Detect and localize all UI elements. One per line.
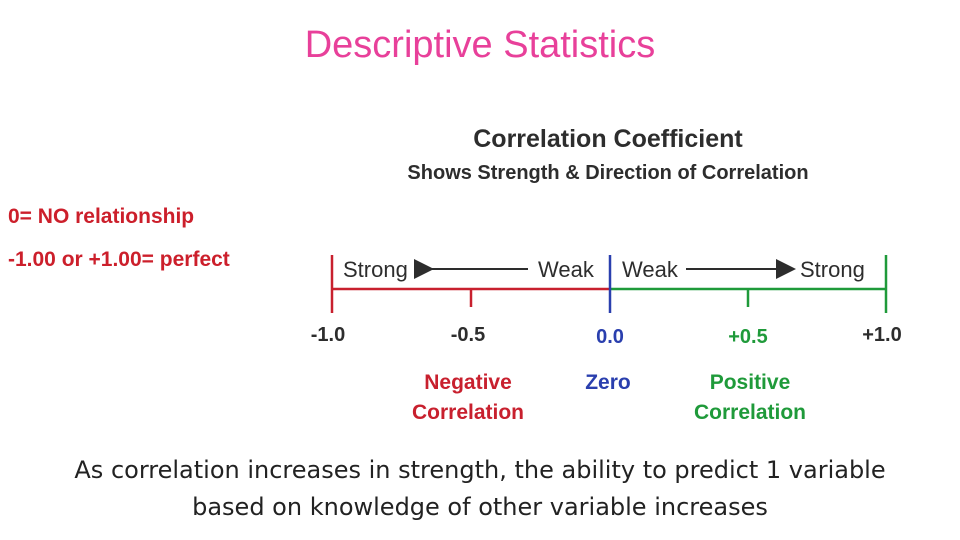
note-perfect-relationship: -1.00 or +1.00= perfect — [8, 248, 230, 271]
tick-label-plus-1: +1.0 — [862, 324, 901, 346]
diagram-subheading: Shows Strength & Direction of Correlatio… — [407, 162, 808, 184]
right-weak-label: Weak — [622, 257, 679, 282]
caption-line-1: As correlation increases in strength, th… — [74, 456, 886, 484]
note-zero-relationship: 0= NO relationship — [8, 205, 195, 228]
left-weak-label: Weak — [538, 257, 595, 282]
positive-correlation-label-line1: Positive — [710, 371, 791, 394]
slide-title: Descriptive Statistics — [304, 24, 656, 66]
positive-correlation-label-line2: Correlation — [694, 401, 806, 424]
correlation-coefficient-diagram: Correlation Coefficient Shows Strength &… — [311, 125, 902, 424]
caption-line-2: based on knowledge of other variable inc… — [192, 493, 768, 521]
diagram-heading: Correlation Coefficient — [473, 125, 743, 153]
right-strong-label: Strong — [800, 257, 865, 282]
tick-label-zero: 0.0 — [596, 326, 624, 348]
negative-correlation-label-line2: Correlation — [412, 401, 524, 424]
tick-label-minus-1: -1.0 — [311, 324, 345, 346]
negative-correlation-label-line1: Negative — [424, 371, 512, 394]
caption: As correlation increases in strength, th… — [0, 452, 960, 526]
tick-label-minus-half: -0.5 — [451, 324, 485, 346]
tick-label-plus-half: +0.5 — [728, 326, 767, 348]
zero-correlation-label: Zero — [585, 371, 631, 394]
left-strong-label: Strong — [343, 257, 408, 282]
